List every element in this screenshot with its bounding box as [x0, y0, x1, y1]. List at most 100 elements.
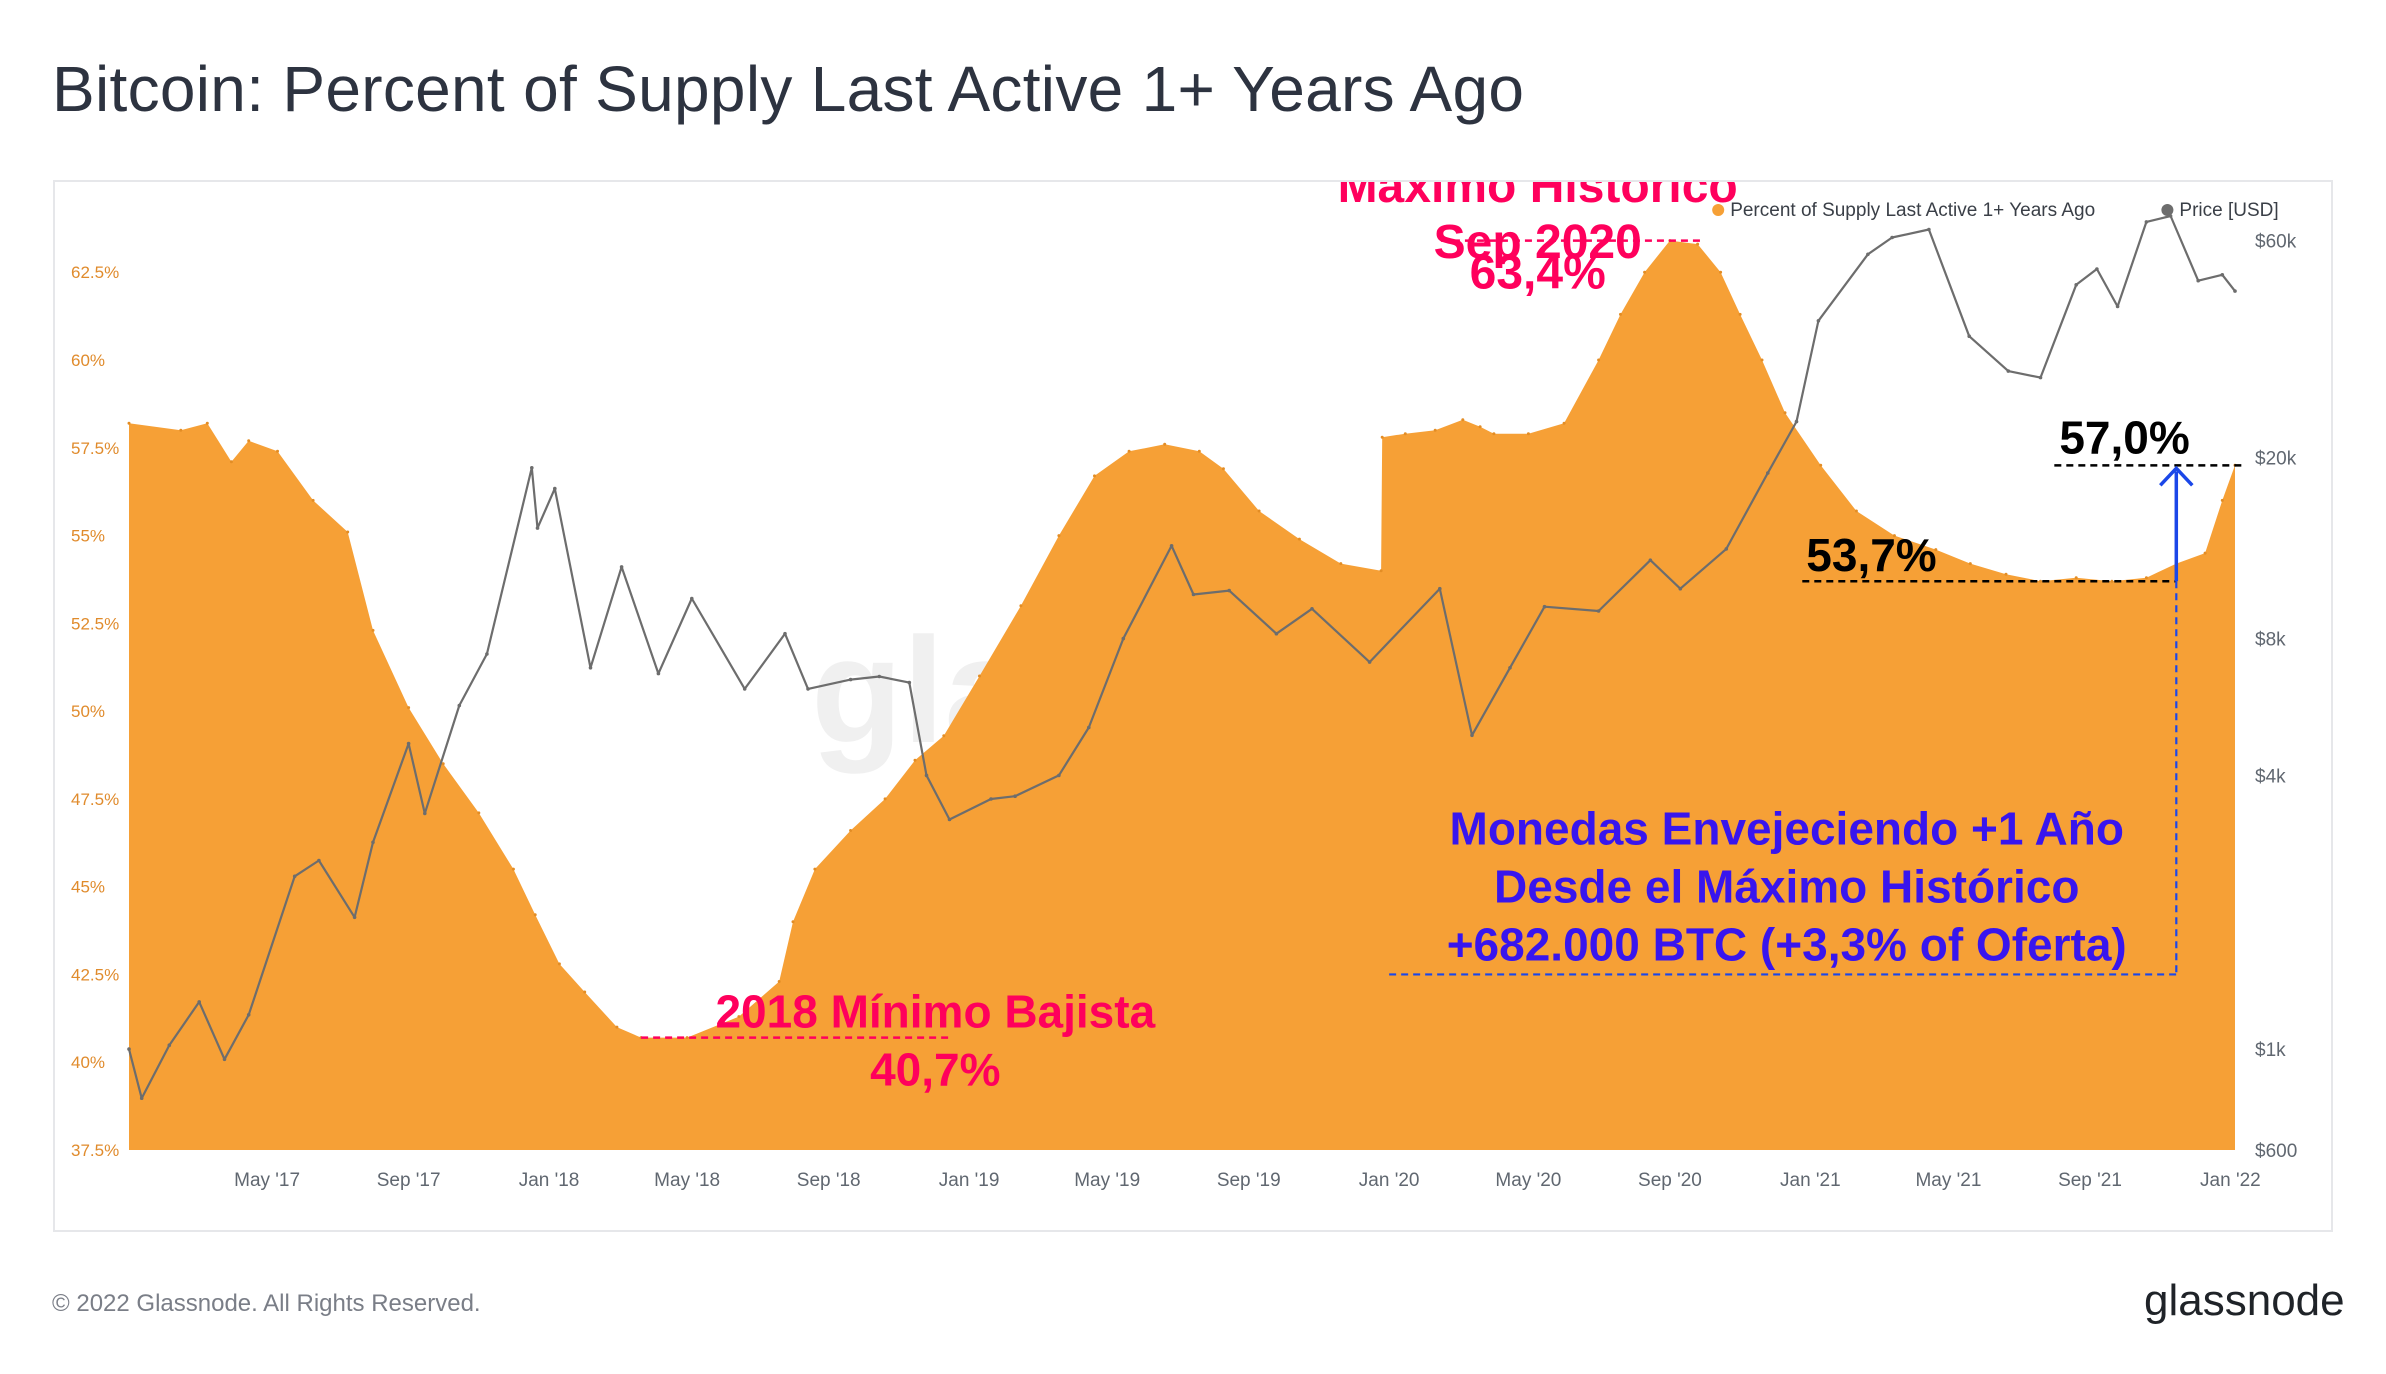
price-point: [1013, 794, 1017, 798]
legend-label: Percent of Supply Last Active 1+ Years A…: [1730, 200, 2095, 221]
x-tick-label: Jan '18: [519, 1170, 580, 1191]
x-tick-label: Jan '19: [939, 1170, 1000, 1191]
level-570-label: 57,0%: [2059, 411, 2189, 463]
supply-point: [777, 980, 781, 983]
y-left-tick-label: 57.5%: [71, 439, 119, 458]
y-left-tick-label: 37.5%: [71, 1141, 119, 1160]
price-point: [1087, 725, 1091, 730]
price-point: [588, 666, 593, 670]
price-point: [246, 1013, 251, 1017]
price-point: [947, 817, 952, 822]
supply-series-area: [129, 240, 2235, 1151]
y-left-tick-label: 55%: [71, 527, 105, 546]
x-tick-label: May '20: [1495, 1170, 1561, 1191]
supply-point: [1597, 358, 1601, 362]
price-point: [2074, 283, 2078, 287]
y-right-tick-label: $1k: [2255, 1040, 2286, 1061]
price-point: [222, 1057, 227, 1062]
price-point: [1596, 609, 1601, 613]
supply-point: [1380, 435, 1384, 439]
supply-point: [1738, 312, 1742, 316]
supply-point: [1057, 534, 1061, 538]
y-left-tick-label: 62.5%: [71, 263, 119, 282]
price-point: [1542, 604, 1547, 609]
price-point: [1648, 558, 1653, 562]
price-point: [742, 687, 747, 691]
price-point: [2006, 369, 2011, 373]
y-right-tick-label: $60k: [2255, 232, 2297, 253]
price-point: [1057, 773, 1061, 778]
ath-annotation-value: 63,4%: [1470, 247, 1606, 300]
supply-point: [1719, 270, 1723, 274]
price-point: [127, 1047, 131, 1051]
level-537-label: 53,7%: [1806, 529, 1936, 581]
chart-canvas: glassnode 37.5%40%42.5%45%47.5%50%52.5%5…: [71, 182, 2297, 1191]
supply-point: [276, 449, 279, 453]
price-point: [989, 797, 993, 801]
ath-annotation-line1: Máximo Histórico: [1338, 182, 1738, 213]
price-point: [553, 486, 557, 491]
supply-point: [229, 460, 233, 464]
price-point: [1866, 252, 1870, 257]
price-point: [1890, 235, 1894, 240]
supply-point: [1526, 432, 1530, 436]
supply-point: [511, 867, 515, 871]
supply-point: [557, 962, 561, 966]
y-left-tick-label: 50%: [71, 702, 105, 721]
price-point: [485, 652, 489, 656]
price-point: [1438, 586, 1442, 591]
supply-point: [913, 758, 917, 762]
price-point: [1274, 631, 1279, 636]
low-annotation-value: 40,7%: [870, 1044, 1000, 1096]
legend-marker: [2161, 204, 2174, 216]
axes-layer: 37.5% 40% 42.5% 45% 47.5% 50% 52.5% 55% 57.5% 60%…: [71, 232, 2297, 1191]
price-point: [2095, 267, 2099, 271]
y-left-tick-label: 60%: [71, 351, 105, 370]
price-line-layer: [127, 214, 2237, 1100]
supply-point: [1297, 537, 1301, 541]
supply-point: [2004, 572, 2008, 576]
price-point: [2038, 375, 2043, 380]
y-left-tick-label: 47.5%: [71, 790, 119, 809]
x-tick-label: Sep '17: [377, 1170, 441, 1191]
chart-frame: glassnode 37.5%40%42.5%45%47.5%50%52.5%5…: [53, 180, 2333, 1232]
footer-brand-logo: glassnode: [2144, 1276, 2345, 1325]
aging-annotation-line2: Desde el Máximo Histórico: [1494, 860, 2079, 912]
price-point: [530, 466, 534, 470]
x-tick-label: Jan '20: [1359, 1170, 1420, 1191]
y-right-tick-label: $20k: [2255, 449, 2297, 470]
y-right-tick-label: $600: [2255, 1141, 2297, 1162]
x-tick-label: May '18: [654, 1170, 720, 1191]
supply-point: [2144, 576, 2148, 580]
supply-point: [346, 530, 350, 534]
supply-point: [179, 428, 183, 432]
price-point: [656, 671, 661, 676]
supply-point: [371, 628, 375, 632]
price-point: [197, 1000, 201, 1004]
y-left-tick-label: 52.5%: [71, 614, 119, 633]
supply-point: [1643, 270, 1647, 274]
price-point: [907, 680, 912, 685]
x-tick-label: Sep '21: [2058, 1170, 2122, 1191]
supply-point: [1019, 604, 1023, 608]
y-left-tick-label: 45%: [71, 878, 105, 897]
supply-point: [1093, 474, 1096, 478]
price-point: [924, 773, 929, 778]
supply-point: [1379, 569, 1383, 573]
aging-arrow-head: [2159, 465, 2194, 487]
price-point: [423, 811, 427, 816]
supply-point: [1562, 421, 1566, 425]
x-tick-label: Sep '18: [797, 1170, 861, 1191]
supply-point: [615, 1025, 619, 1029]
price-point: [619, 565, 624, 569]
supply-point: [813, 867, 817, 871]
price-point: [806, 687, 810, 691]
legend-label: Price [USD]: [2179, 200, 2278, 221]
supply-point: [849, 829, 853, 832]
supply-point: [1696, 242, 1700, 246]
supply-point: [2203, 551, 2207, 555]
price-point: [1121, 636, 1126, 641]
supply-point: [311, 498, 315, 502]
y-right-tick-label: $8k: [2255, 630, 2286, 651]
supply-point: [533, 913, 537, 917]
